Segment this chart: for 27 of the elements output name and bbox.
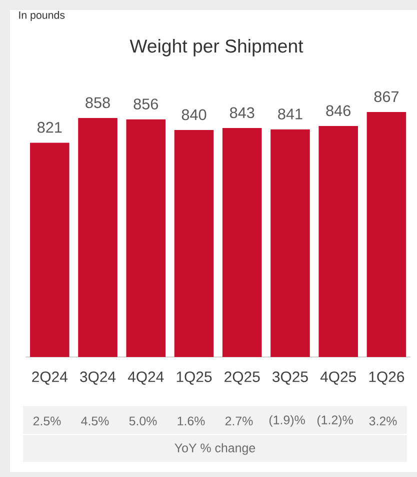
data-label: 856 xyxy=(134,98,158,110)
text: 3.2% xyxy=(369,416,397,426)
data-label: 846 xyxy=(326,105,350,116)
data-label: 843 xyxy=(230,107,254,118)
data-label: 821 xyxy=(38,122,62,133)
text: In pounds xyxy=(19,11,65,21)
x-tick-label: 1Q26 xyxy=(369,371,404,385)
x-tick-label: 4Q25 xyxy=(320,371,356,385)
data-label: 841 xyxy=(278,108,302,120)
text: (1.9)% xyxy=(269,415,305,427)
x-tick-label: 1Q25 xyxy=(176,371,212,385)
data-label: 867 xyxy=(374,91,398,102)
x-tick-label: 3Q25 xyxy=(272,371,308,385)
x-tick-label: 3Q24 xyxy=(80,371,116,385)
text: 5.0% xyxy=(129,416,157,426)
text: 2.7% xyxy=(225,416,253,426)
x-tick-label: 2Q24 xyxy=(32,371,68,385)
text: 2.5% xyxy=(33,416,61,426)
chart-title: Weight per Shipment xyxy=(130,39,304,56)
x-tick-label: 4Q24 xyxy=(128,371,164,385)
data-label: 840 xyxy=(182,109,206,120)
text: 4.5% xyxy=(81,416,109,426)
text: (1.2)% xyxy=(317,415,353,427)
text: 1.6% xyxy=(178,416,205,426)
x-tick-label: 2Q25 xyxy=(224,371,260,385)
text: YoY % change xyxy=(174,443,256,455)
data-label: 858 xyxy=(86,97,110,108)
